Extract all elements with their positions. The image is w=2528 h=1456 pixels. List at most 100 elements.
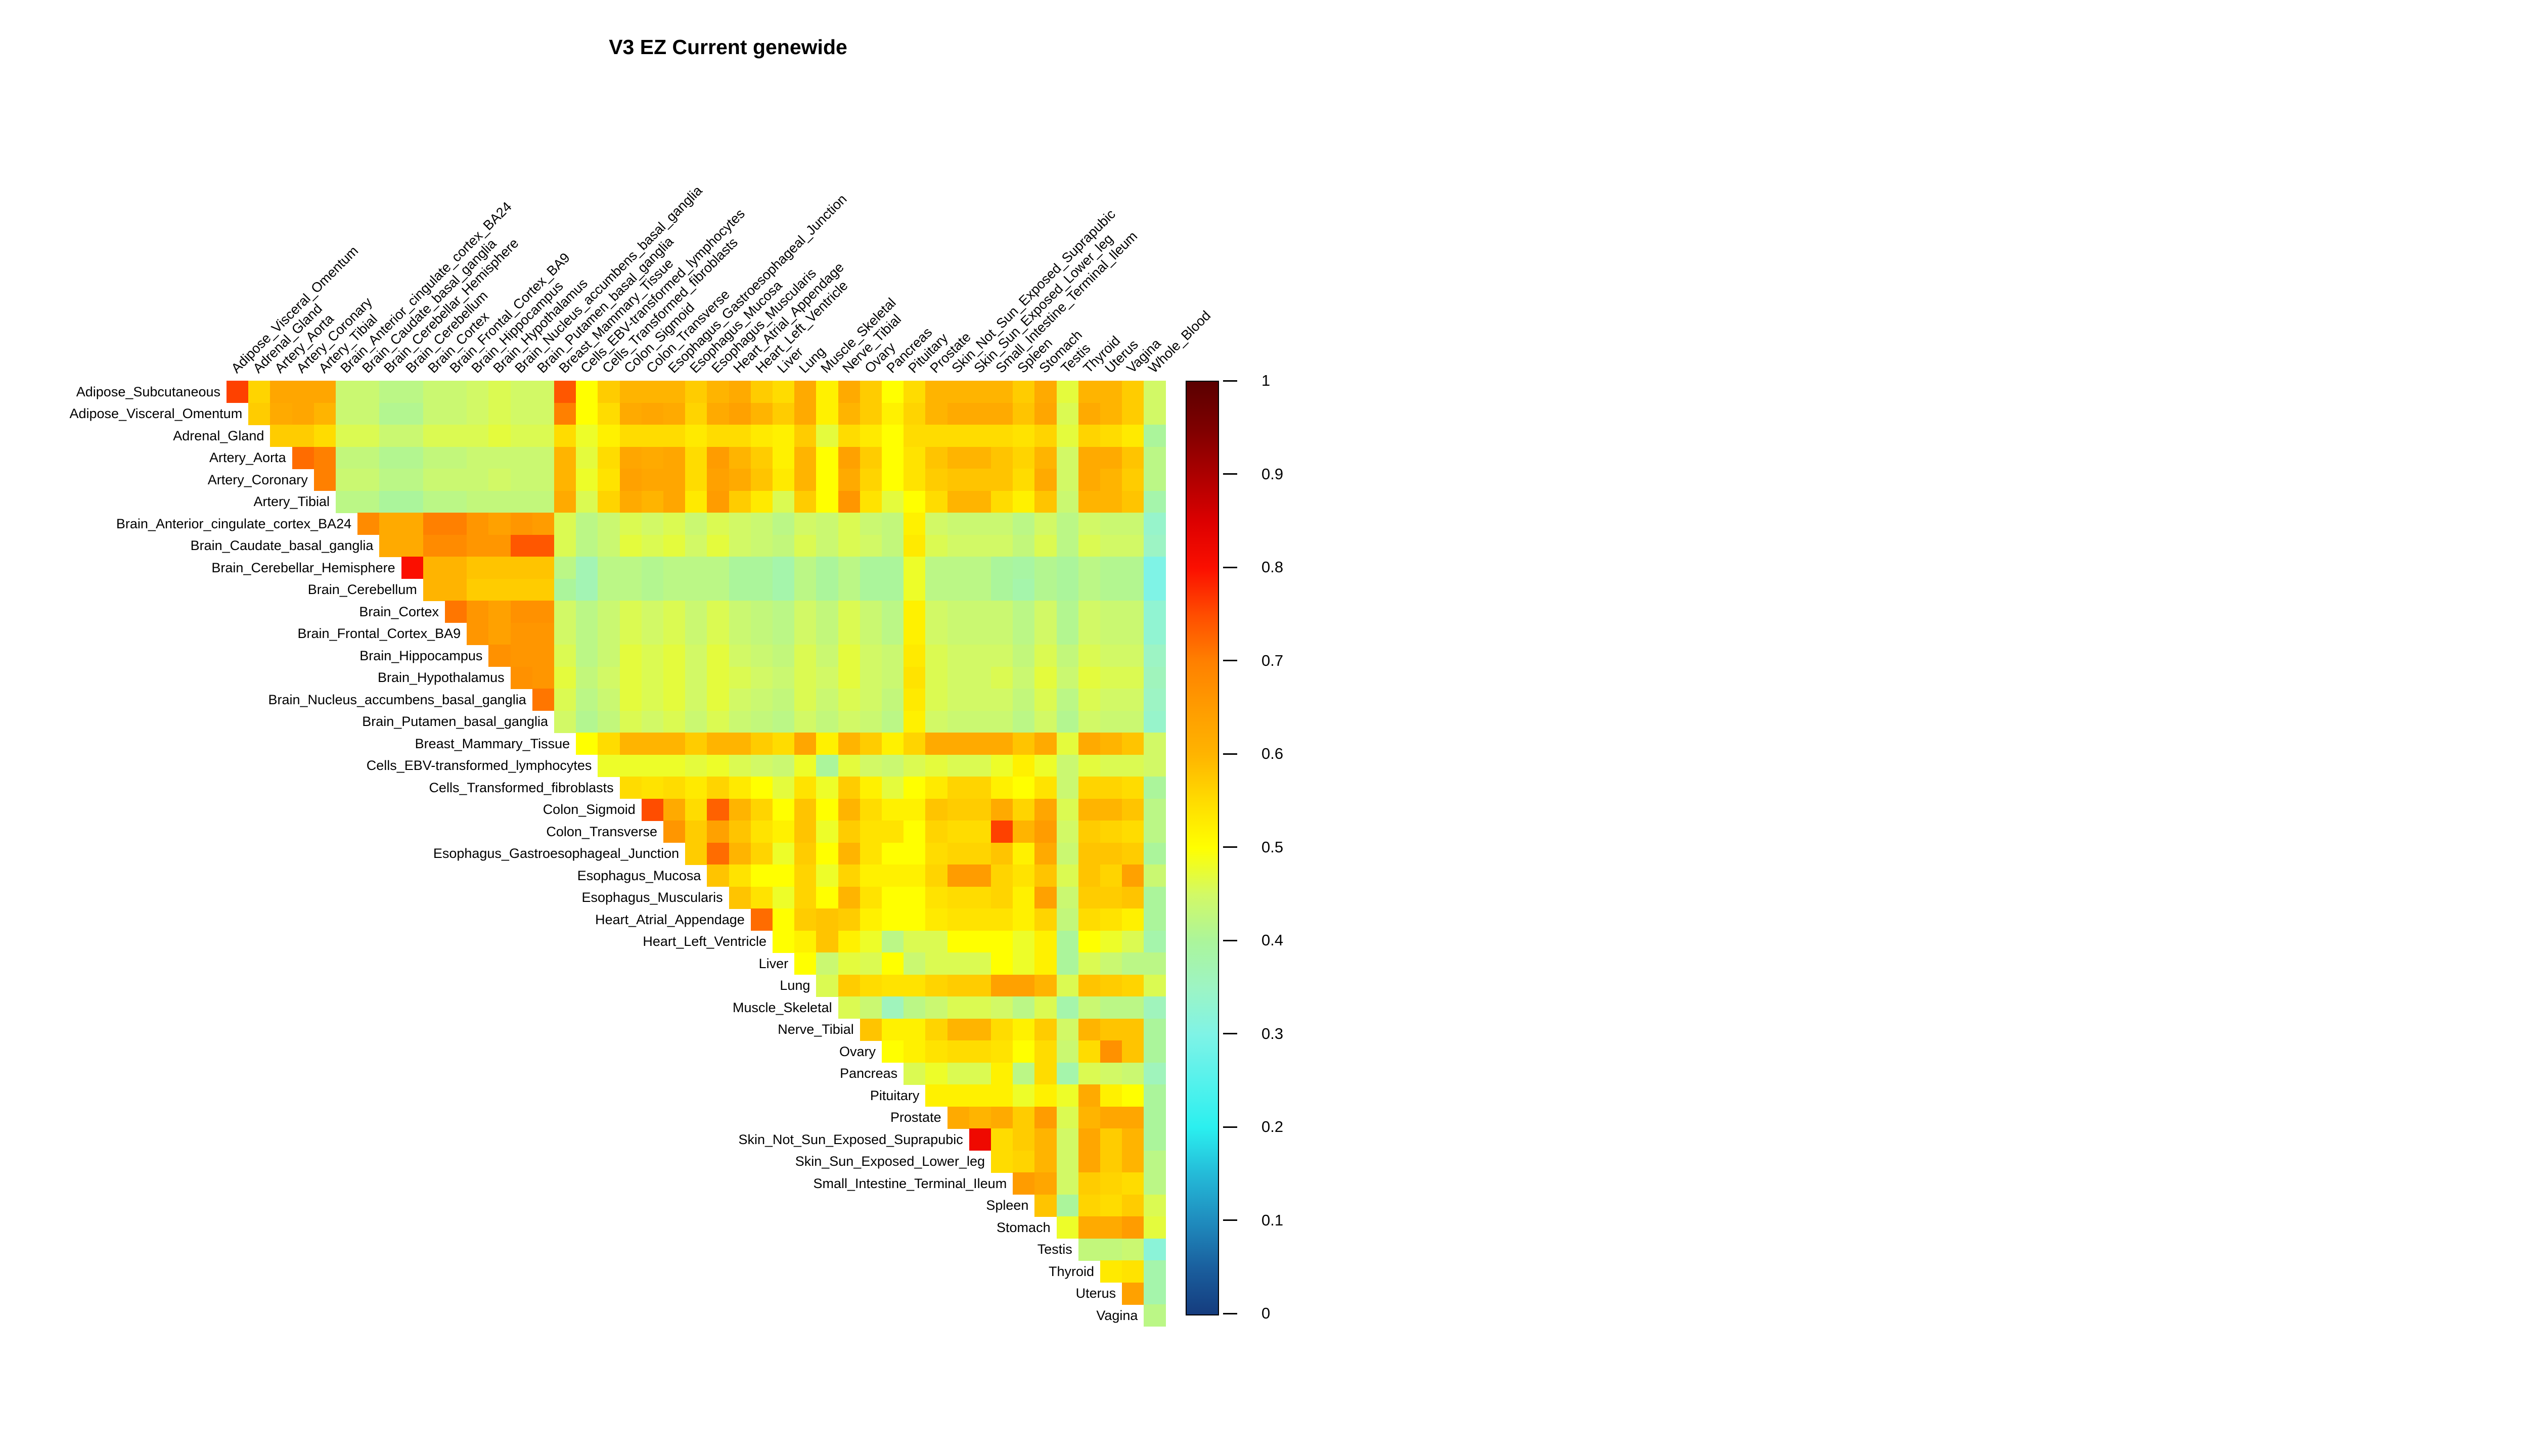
heatmap-cell: [707, 864, 730, 887]
heatmap-cell: [904, 513, 926, 535]
heatmap-cell: [1013, 798, 1035, 821]
heatmap-cell: [729, 557, 751, 579]
heatmap-cell: [641, 402, 664, 425]
heatmap-cell: [445, 425, 467, 447]
heatmap-cell: [1056, 557, 1079, 579]
heatmap-cell: [401, 513, 424, 535]
heatmap-cell: [947, 974, 970, 997]
heatmap-cell: [1100, 469, 1122, 491]
heatmap-cell: [794, 908, 817, 931]
heatmap-cell: [1100, 974, 1122, 997]
heatmap-cell: [619, 777, 642, 799]
heatmap-cell: [882, 798, 904, 821]
heatmap-cell: [1078, 1216, 1101, 1239]
heatmap-cell: [1056, 930, 1079, 953]
heatmap-cell: [336, 469, 358, 491]
heatmap-cell: [445, 601, 467, 623]
heatmap-cell: [838, 908, 861, 931]
heatmap-cell: [292, 402, 314, 425]
heatmap-cell: [1056, 601, 1079, 623]
heatmap-cell: [1078, 1238, 1101, 1261]
heatmap-cell: [1122, 1216, 1145, 1239]
heatmap-cell: [1100, 754, 1122, 777]
colorbar-tick: [1223, 1219, 1237, 1221]
heatmap-cell: [1056, 446, 1079, 469]
heatmap-cell: [379, 513, 402, 535]
row-label: Brain_Anterior_cingulate_cortex_BA24: [116, 516, 352, 531]
heatmap-cell: [773, 425, 795, 447]
heatmap-cell: [467, 578, 489, 601]
heatmap-cell: [1144, 425, 1166, 447]
heatmap-cell: [816, 798, 839, 821]
heatmap-cell: [969, 578, 991, 601]
colorbar-tick-label: 0.6: [1261, 745, 1284, 762]
heatmap-cell: [1013, 1018, 1035, 1041]
heatmap-cell: [1122, 557, 1145, 579]
heatmap-cell: [838, 821, 861, 843]
heatmap-cell: [227, 381, 249, 403]
heatmap-cell: [1122, 1150, 1145, 1173]
heatmap-cell: [336, 425, 358, 447]
heatmap-cell: [838, 601, 861, 623]
heatmap-cell: [467, 402, 489, 425]
heatmap-cell: [532, 689, 555, 711]
heatmap-cell: [991, 1062, 1013, 1085]
heatmap-cell: [1034, 578, 1057, 601]
colorbar-tick-label: 0.4: [1261, 931, 1284, 949]
heatmap-cell: [838, 557, 861, 579]
heatmap-cell: [488, 469, 511, 491]
heatmap-cell: [423, 402, 445, 425]
heatmap-cell: [969, 842, 991, 865]
heatmap-cell: [1144, 1216, 1166, 1239]
heatmap-cell: [663, 578, 686, 601]
heatmap-cell: [947, 557, 970, 579]
heatmap-cell: [663, 469, 686, 491]
heatmap-cell: [860, 689, 882, 711]
heatmap-cell: [969, 886, 991, 909]
heatmap-cell: [1144, 534, 1166, 557]
heatmap-cell: [925, 886, 948, 909]
heatmap-cell: [445, 534, 467, 557]
heatmap-cell: [1056, 996, 1079, 1019]
heatmap-cell: [991, 1018, 1013, 1041]
heatmap-cell: [1122, 754, 1145, 777]
heatmap-cell: [1013, 513, 1035, 535]
heatmap-cell: [1013, 689, 1035, 711]
heatmap-cell: [641, 469, 664, 491]
heatmap-cell: [729, 886, 751, 909]
heatmap-cell: [860, 490, 882, 513]
heatmap-cell: [925, 381, 948, 403]
heatmap-cell: [663, 557, 686, 579]
heatmap-cell: [729, 381, 751, 403]
heatmap-cell: [1122, 952, 1145, 975]
heatmap-cell: [773, 666, 795, 689]
heatmap-cell: [838, 645, 861, 667]
heatmap-cell: [925, 930, 948, 953]
heatmap-cell: [641, 381, 664, 403]
heatmap-cell: [598, 513, 620, 535]
colorbar-tick: [1223, 1126, 1237, 1128]
row-label: Brain_Cerebellar_Hemisphere: [211, 560, 395, 575]
heatmap-cell: [1122, 1260, 1145, 1283]
heatmap-cell: [969, 645, 991, 667]
heatmap-cell: [707, 842, 730, 865]
heatmap-cell: [488, 513, 511, 535]
heatmap-cell: [947, 1062, 970, 1085]
heatmap-cell: [1078, 996, 1101, 1019]
heatmap-cell: [1078, 777, 1101, 799]
heatmap-cell: [1034, 1172, 1057, 1195]
heatmap-cell: [729, 777, 751, 799]
heatmap-cell: [685, 666, 708, 689]
heatmap-cell: [598, 490, 620, 513]
heatmap-cell: [882, 1040, 904, 1063]
heatmap-cell: [882, 578, 904, 601]
colorbar-tick: [1223, 753, 1237, 755]
heatmap-cell: [991, 446, 1013, 469]
heatmap-cell: [750, 534, 773, 557]
heatmap-cell: [488, 381, 511, 403]
heatmap-cell: [685, 402, 708, 425]
heatmap-cell: [663, 425, 686, 447]
colorbar-tick: [1223, 473, 1237, 475]
heatmap-cell: [969, 952, 991, 975]
